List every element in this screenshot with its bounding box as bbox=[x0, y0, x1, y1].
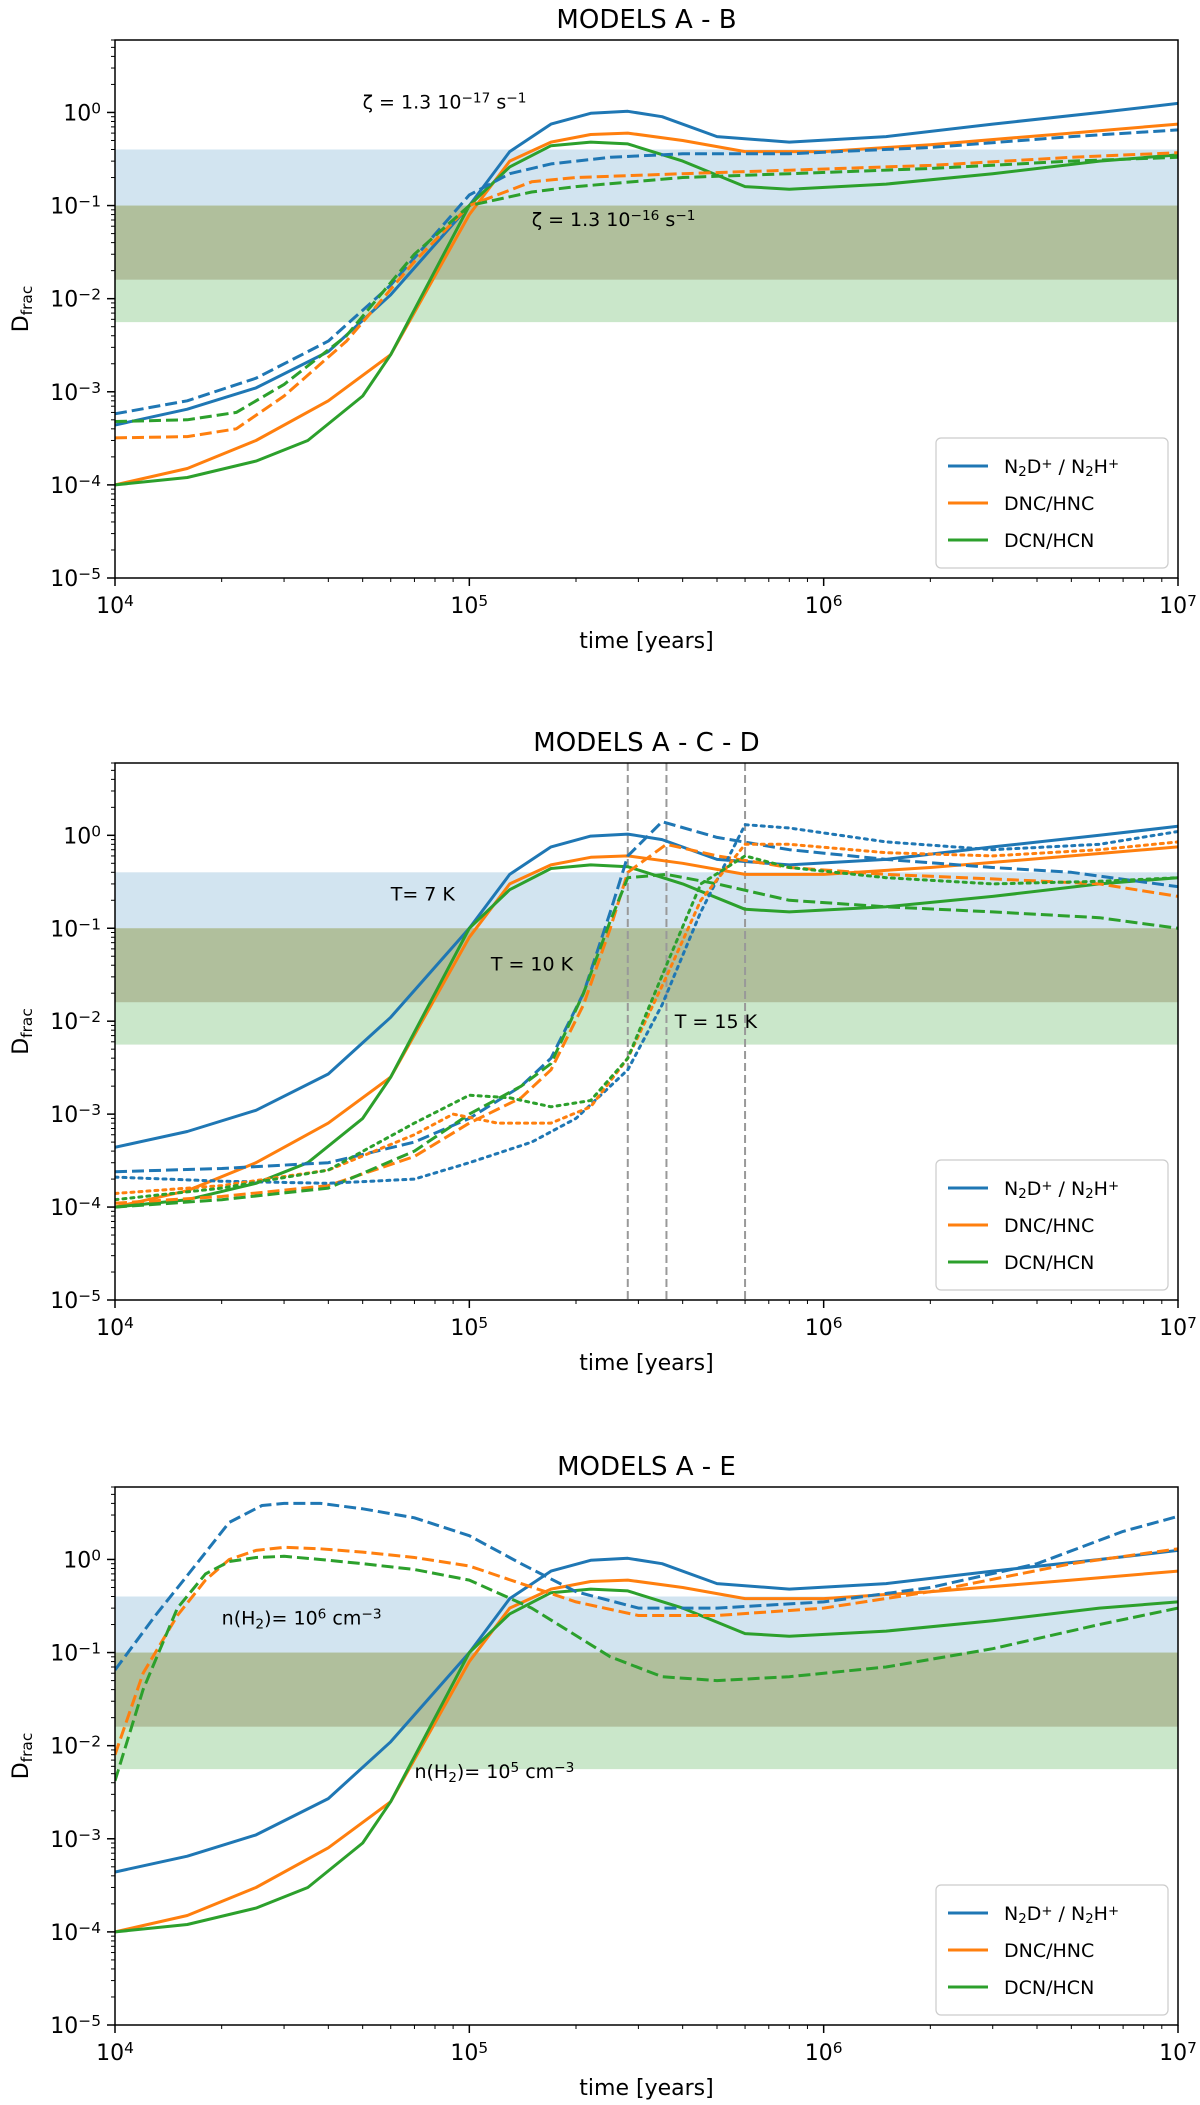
y-tick-label: 10−3 bbox=[50, 1101, 101, 1128]
legend: N2D+ / N2H+ DNC/HNC DCN/HCN bbox=[935, 1159, 1169, 1291]
legend-entry-label: DCN/HCN bbox=[1004, 1252, 1094, 1274]
series-line-orange-dashed bbox=[115, 1545, 1178, 1756]
band-blue bbox=[115, 149, 1178, 206]
x-tick-label: 104 bbox=[96, 1314, 134, 1341]
legend-entry-label: N2D+ / N2H+ bbox=[1004, 1903, 1119, 1927]
x-tick-label: 107 bbox=[1159, 1314, 1197, 1341]
x-axis-label: time [years] bbox=[579, 2076, 713, 2101]
axes-frame bbox=[114, 762, 1179, 1301]
band-overlap bbox=[115, 1652, 1178, 1727]
series-line-blue-dotted bbox=[115, 823, 1178, 1185]
y-tick-label: 10−4 bbox=[50, 1194, 101, 1221]
x-tick-label: 104 bbox=[96, 592, 134, 619]
x-tick-label: 107 bbox=[1159, 592, 1197, 619]
x-tick-label: 106 bbox=[805, 2039, 843, 2066]
series-line-blue-dashed bbox=[115, 820, 1178, 1174]
y-tick-label: 10−1 bbox=[50, 1640, 101, 1667]
annotation-label: ζ = 1.3 10−17 s−1 bbox=[363, 91, 527, 114]
x-tick-label: 105 bbox=[450, 1314, 488, 1341]
chart-panel-1: 104 105 106 107 10−5 10−4 10−3 10−2 10−1 100 MODEL… bbox=[9, 5, 1197, 654]
series-line-blue-solid bbox=[115, 101, 1178, 427]
legend-entry-label: DNC/HNC bbox=[1004, 1940, 1094, 1962]
series-group bbox=[115, 1501, 1178, 1934]
series-line-orange-solid bbox=[115, 845, 1178, 1209]
band-blue bbox=[115, 1596, 1178, 1653]
y-tick-label: 10−1 bbox=[50, 916, 101, 943]
y-tick-label: 10−3 bbox=[50, 379, 101, 406]
y-tick-label: 10−5 bbox=[50, 565, 101, 592]
x-axis-label: time [years] bbox=[579, 629, 713, 654]
x-tick-label: 106 bbox=[805, 592, 843, 619]
band-green bbox=[115, 205, 1178, 323]
y-tick-label: 10−1 bbox=[50, 193, 101, 220]
series-line-green-solid bbox=[115, 140, 1178, 487]
legend-box bbox=[935, 1159, 1169, 1291]
legend: N2D+ / N2H+ DNC/HNC DCN/HCN bbox=[935, 437, 1169, 569]
y-tick-label: 10−5 bbox=[50, 1287, 101, 1314]
series-line-orange-dashed bbox=[115, 842, 1178, 1205]
y-tick-label: 10−2 bbox=[50, 286, 101, 313]
series-line-green-dashed bbox=[115, 1554, 1178, 1782]
y-tick-label: 100 bbox=[63, 823, 101, 850]
legend: N2D+ / N2H+ DNC/HNC DCN/HCN bbox=[935, 1884, 1169, 2016]
series-group bbox=[115, 101, 1178, 487]
y-tick-label: 10−4 bbox=[50, 1919, 101, 1946]
x-tick-label: 105 bbox=[450, 2039, 488, 2066]
series-line-green-solid bbox=[115, 1587, 1178, 1934]
x-axis-label: time [years] bbox=[579, 1351, 713, 1376]
series-line-blue-dashed bbox=[115, 1501, 1178, 1671]
y-tick-label: 10−4 bbox=[50, 472, 101, 499]
band-overlap bbox=[115, 928, 1178, 1003]
chart-title: MODELS A - E bbox=[557, 1452, 736, 1482]
x-tick-label: 106 bbox=[805, 1314, 843, 1341]
legend-box bbox=[935, 1884, 1169, 2016]
y-tick-label: 100 bbox=[63, 100, 101, 127]
series-line-green-solid bbox=[115, 863, 1178, 1209]
x-tick-label: 107 bbox=[1159, 2039, 1197, 2066]
annotation-label: T= 7 K bbox=[390, 883, 456, 905]
band-green bbox=[115, 928, 1178, 1045]
annotation-label: T = 15 K bbox=[674, 1011, 758, 1033]
legend-box bbox=[935, 437, 1169, 569]
series-line-green-dashed bbox=[115, 872, 1178, 1209]
legend-entry-label: DNC/HNC bbox=[1004, 1215, 1094, 1237]
legend-entry-label: N2D+ / N2H+ bbox=[1004, 456, 1119, 480]
y-tick-label: 10−3 bbox=[50, 1826, 101, 1853]
series-line-blue-dashed bbox=[115, 128, 1178, 416]
legend-entry-label: DCN/HCN bbox=[1004, 1977, 1094, 1999]
y-tick-label: 10−2 bbox=[50, 1008, 101, 1035]
chart-panel-3: 104 105 106 107 10−5 10−4 10−3 10−2 10−1 100 MODEL… bbox=[9, 1452, 1197, 2101]
series-group bbox=[115, 820, 1178, 1209]
chart-title: MODELS A - C - D bbox=[533, 728, 759, 758]
y-axis-label: Dfrac bbox=[9, 1733, 36, 1780]
x-tick-label: 104 bbox=[96, 2039, 134, 2066]
x-tick-label: 105 bbox=[450, 592, 488, 619]
axes-frame bbox=[114, 1486, 1179, 2026]
legend-entry-label: DNC/HNC bbox=[1004, 493, 1094, 515]
band-blue bbox=[115, 872, 1178, 929]
y-tick-label: 10−5 bbox=[50, 2012, 101, 2039]
chart-title: MODELS A - B bbox=[556, 5, 736, 35]
axes-frame bbox=[114, 39, 1179, 579]
band-overlap bbox=[115, 205, 1178, 280]
series-line-orange-solid bbox=[115, 122, 1178, 487]
series-line-green-dotted bbox=[115, 854, 1178, 1202]
annotation-label: n(H2)= 105 cm−3 bbox=[414, 1760, 574, 1785]
series-line-green-dashed bbox=[115, 155, 1178, 423]
series-line-orange-dashed bbox=[115, 151, 1178, 440]
chart-panel-2: 104 105 106 107 10−5 10−4 10−3 10−2 10−1 100 MODEL… bbox=[9, 728, 1197, 1376]
legend-entry-label: N2D+ / N2H+ bbox=[1004, 1178, 1119, 1202]
y-axis-label: Dfrac bbox=[9, 286, 36, 333]
legend-entry-label: DCN/HCN bbox=[1004, 530, 1094, 552]
y-axis-label: Dfrac bbox=[9, 1008, 36, 1055]
series-line-blue-solid bbox=[115, 1548, 1178, 1874]
y-tick-label: 10−2 bbox=[50, 1733, 101, 1760]
annotation-label: n(H2)= 106 cm−3 bbox=[222, 1607, 382, 1632]
y-tick-label: 100 bbox=[63, 1547, 101, 1574]
annotation-label: T = 10 K bbox=[490, 954, 574, 976]
annotation-label: ζ = 1.3 10−16 s−1 bbox=[532, 209, 696, 232]
